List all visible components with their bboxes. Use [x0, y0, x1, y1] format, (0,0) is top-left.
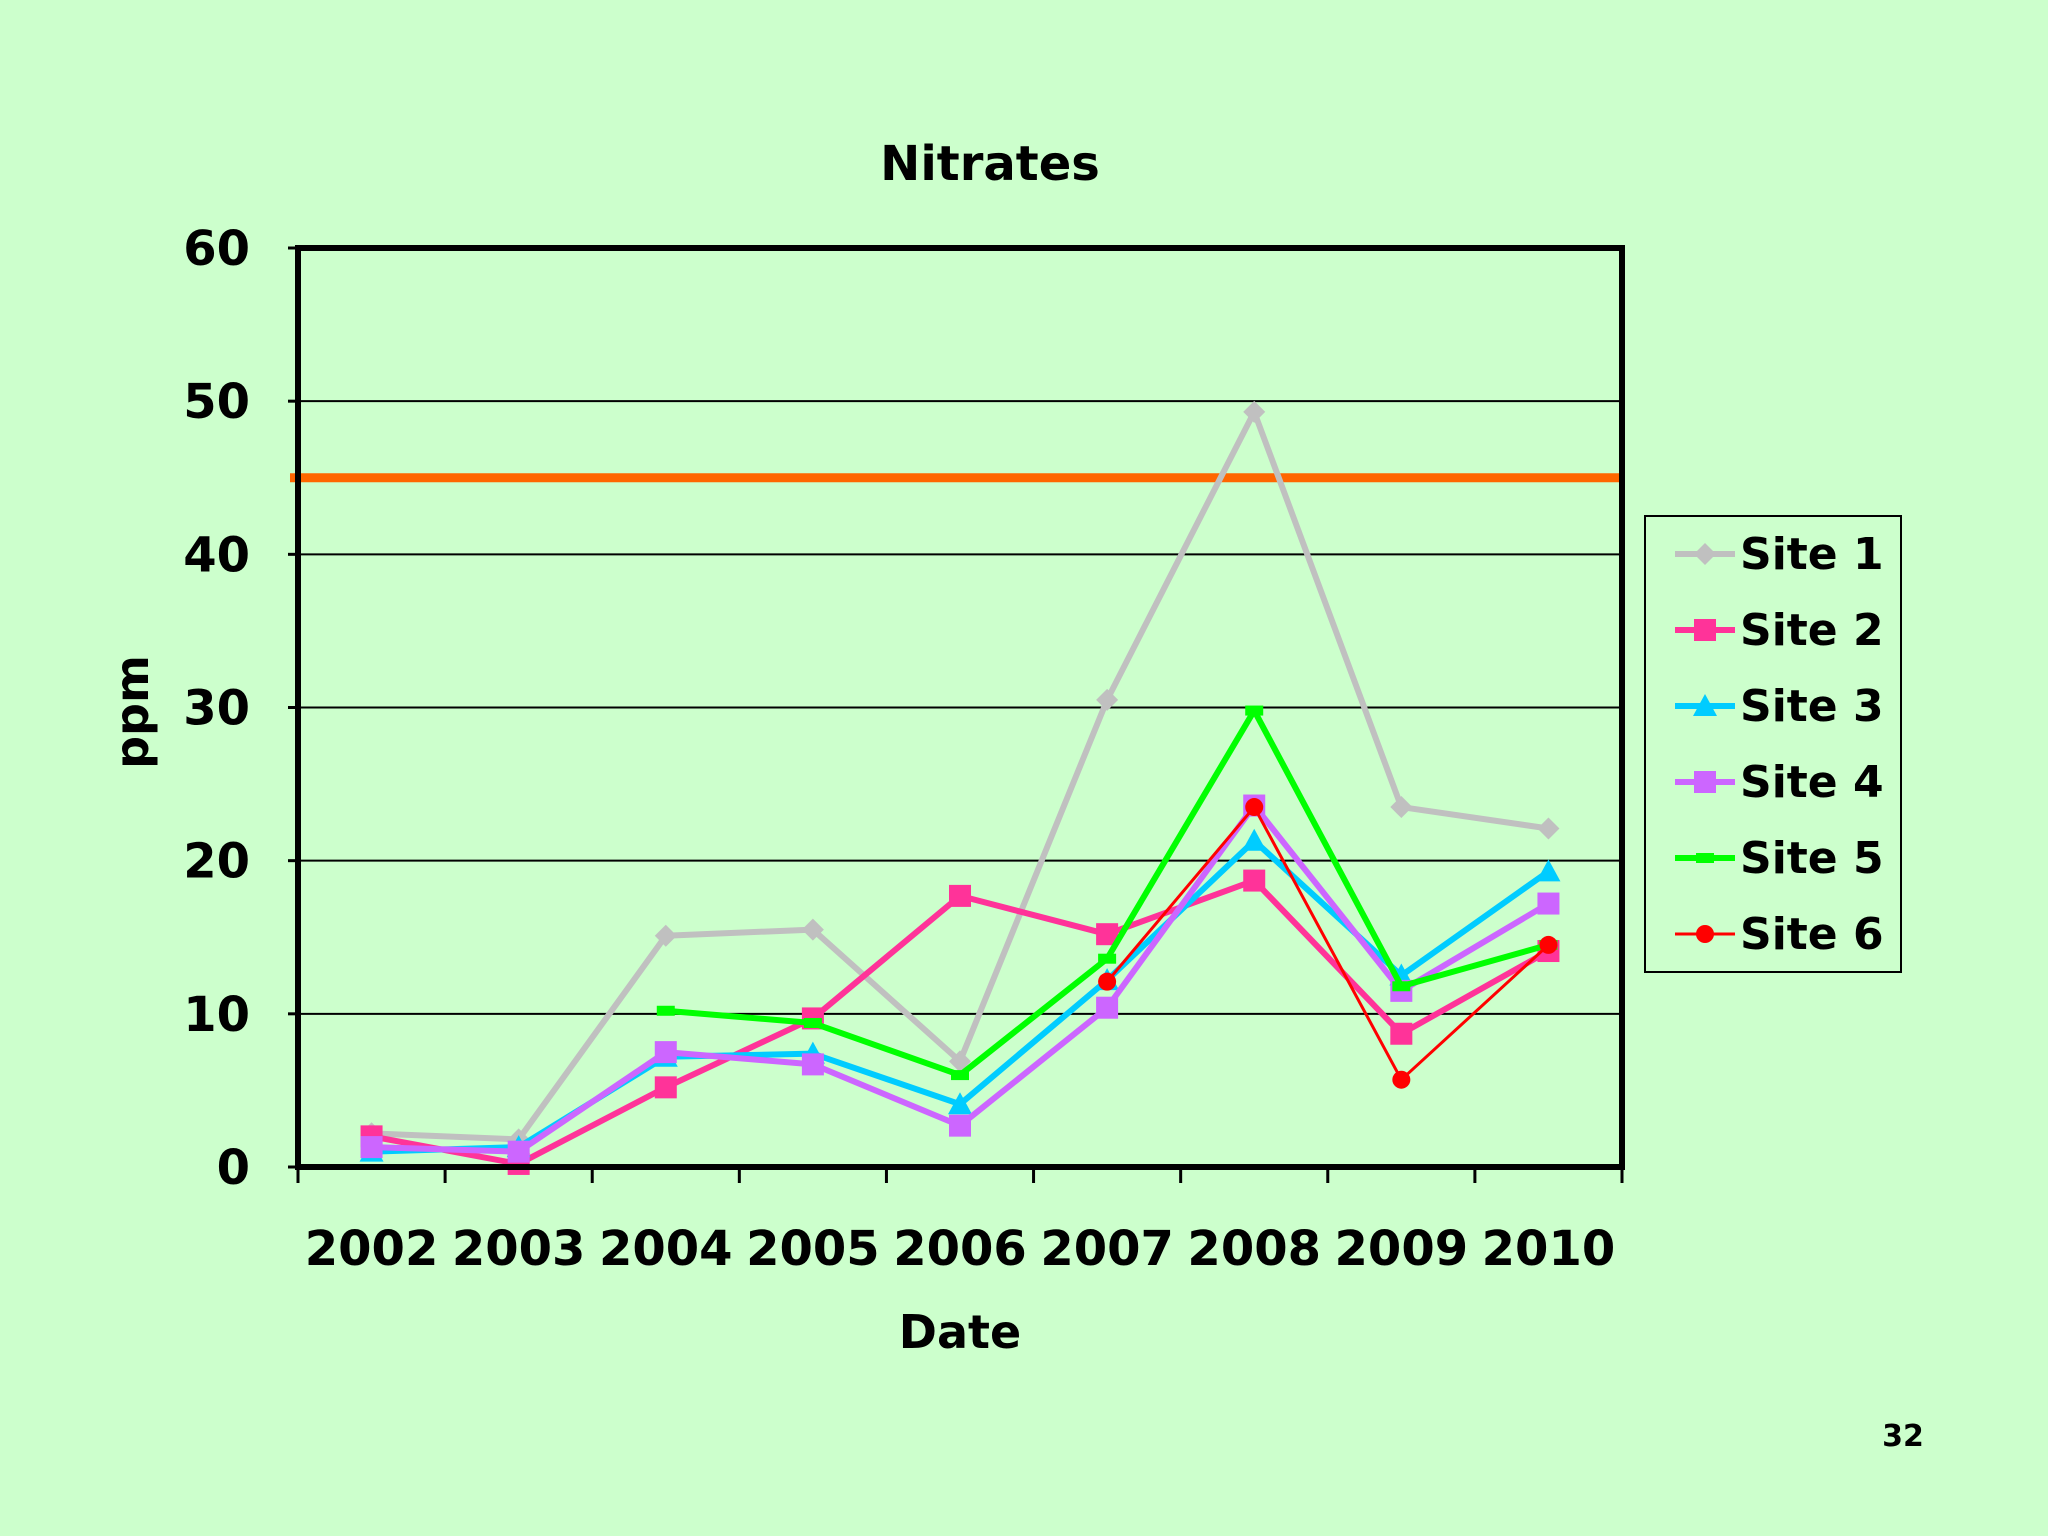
x-tick-label: 2005 — [746, 1221, 880, 1277]
legend-label: Site 5 — [1740, 833, 1884, 884]
data-point — [654, 1041, 677, 1064]
x-axis-label: Date — [899, 1305, 1021, 1359]
data-point — [1392, 1070, 1411, 1089]
y-tick-label: 60 — [183, 221, 250, 277]
data-point — [1243, 400, 1266, 423]
data-point — [1390, 1022, 1413, 1045]
data-point — [949, 1050, 971, 1073]
data-point — [654, 1076, 677, 1099]
data-point — [1694, 543, 1716, 565]
data-point — [1242, 828, 1267, 851]
legend-item: Site 5 — [1675, 833, 1884, 884]
data-point — [1537, 892, 1560, 915]
data-point — [360, 1136, 383, 1159]
data-point — [951, 1070, 969, 1081]
data-point — [1098, 953, 1117, 964]
data-point — [1390, 796, 1413, 819]
x-tick-label: 2006 — [893, 1221, 1027, 1277]
y-tick-labels: 0 10 20 30 40 50 60 — [183, 221, 250, 1196]
legend-box — [1644, 515, 1902, 973]
data-point — [1245, 798, 1264, 817]
series-line — [368, 408, 1552, 1143]
series-group — [359, 400, 1561, 1175]
y-tick-label: 50 — [183, 374, 250, 430]
legend-label: Site 2 — [1740, 605, 1884, 656]
data-point — [949, 1114, 971, 1137]
data-point — [801, 1053, 824, 1076]
legend-item: Site 3 — [1675, 681, 1884, 732]
legend-label: Site 1 — [1740, 529, 1884, 580]
y-tick-label: 40 — [183, 527, 250, 583]
series-1 — [360, 400, 1560, 1151]
data-point — [949, 884, 971, 907]
legend-item: Site 2 — [1675, 605, 1884, 656]
series-line — [1105, 805, 1550, 1082]
data-point — [1696, 853, 1714, 863]
y-axis-label: ppm — [105, 655, 159, 769]
data-point — [1243, 869, 1266, 892]
data-point — [1694, 771, 1716, 793]
legend-label: Site 3 — [1740, 681, 1884, 732]
data-point — [1536, 859, 1561, 882]
y-tick-label: 20 — [183, 834, 250, 890]
data-point — [1096, 688, 1119, 711]
x-tick-labels: 2002 2003 2004 2005 2006 2007 2008 2009 2010 — [305, 1221, 1615, 1277]
data-point — [507, 1140, 530, 1163]
data-point — [1392, 981, 1411, 992]
data-point — [801, 918, 824, 941]
data-point — [1539, 935, 1558, 954]
legend-item: Site 1 — [1675, 529, 1884, 580]
y-tick-label: 0 — [217, 1140, 250, 1196]
y-tick-label: 10 — [183, 987, 250, 1043]
x-tick-label: 2008 — [1187, 1221, 1321, 1277]
x-tick-label: 2007 — [1040, 1221, 1174, 1277]
legend-item: Site 6 — [1675, 909, 1884, 960]
data-point — [948, 1092, 972, 1115]
data-point — [1694, 619, 1716, 641]
x-tick-label: 2002 — [305, 1221, 439, 1277]
x-tick-label: 2004 — [599, 1221, 733, 1277]
data-point — [1096, 996, 1119, 1019]
data-point — [1696, 925, 1714, 943]
legend: Site 1 Site 2 Site 3 Site 4 Site 5 Site 6 — [1644, 515, 1902, 973]
legend-label: Site 6 — [1740, 909, 1884, 960]
x-tick-label: 2003 — [452, 1221, 586, 1277]
data-point — [654, 924, 677, 947]
data-point — [1537, 817, 1560, 840]
data-point — [656, 1005, 675, 1016]
series-6 — [1098, 798, 1558, 1089]
data-point — [1245, 705, 1264, 716]
data-point — [803, 1018, 822, 1029]
axes — [288, 245, 1625, 1183]
gridlines — [298, 400, 1622, 1015]
x-tick-label: 2010 — [1482, 1221, 1616, 1277]
chart-title: Nitrates — [880, 136, 1100, 192]
data-point — [1098, 972, 1117, 991]
y-tick-label: 30 — [183, 681, 250, 737]
legend-item: Site 4 — [1675, 757, 1884, 808]
series-line — [662, 707, 1552, 1079]
legend-label: Site 4 — [1740, 757, 1884, 808]
data-point — [1096, 923, 1119, 946]
data-point — [1693, 694, 1717, 716]
x-tick-label: 2009 — [1335, 1221, 1469, 1277]
page-number: 32 — [1882, 1419, 1924, 1454]
